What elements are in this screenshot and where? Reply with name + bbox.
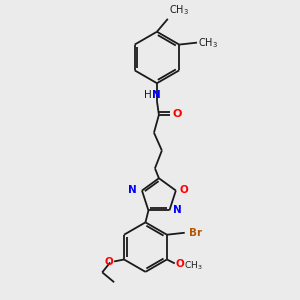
Text: CH$_3$: CH$_3$ xyxy=(198,36,218,50)
Text: O: O xyxy=(104,257,113,267)
Text: N: N xyxy=(128,184,137,195)
Text: O: O xyxy=(180,184,189,195)
Text: O: O xyxy=(173,109,182,119)
Text: H: H xyxy=(144,90,152,100)
Text: CH$_3$: CH$_3$ xyxy=(169,3,189,17)
Text: N: N xyxy=(173,206,182,215)
Text: O: O xyxy=(176,260,184,269)
Text: N: N xyxy=(152,90,161,100)
Text: Br: Br xyxy=(189,228,202,238)
Text: CH$_3$: CH$_3$ xyxy=(184,259,202,272)
